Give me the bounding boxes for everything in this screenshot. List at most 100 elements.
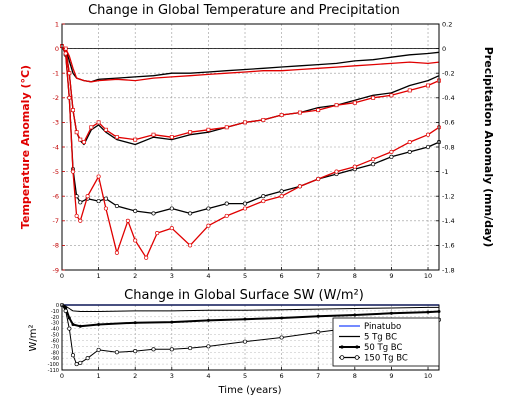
legend-label: Pinatubo xyxy=(364,322,401,332)
sw-150-tg-bc-point xyxy=(242,339,248,344)
sw-150-tg-bc-point xyxy=(63,308,68,313)
temperature-50-tg-bc-point xyxy=(151,132,156,137)
bottom-x-tick-label: 2 xyxy=(133,372,137,380)
temperature-50-tg-bc-point xyxy=(389,93,394,98)
sw-150-tg-bc-point xyxy=(78,360,83,365)
sw-50-tg-bc-point xyxy=(67,316,71,320)
temperature-50-tg-bc-point xyxy=(188,130,193,135)
precipitation-150-tg-bc-point xyxy=(279,189,284,194)
temperature-50-tg-bc-point xyxy=(89,125,94,130)
temperature-tick-label: -6 xyxy=(53,193,59,201)
temperature-150-tg-bc-point xyxy=(188,243,193,248)
temperature-50-tg-bc-point xyxy=(96,120,101,125)
sw-50-tg-bc-point xyxy=(133,321,137,325)
temperature-tick-label: 0 xyxy=(55,45,59,53)
bottom-y-tick-label: -80 xyxy=(51,350,59,356)
legend-label: 5 Tg BC xyxy=(364,333,397,343)
sw-50-tg-bc-point xyxy=(353,313,357,317)
temperature-150-tg-bc-point xyxy=(85,194,90,199)
temperature-150-tg-bc-point xyxy=(125,218,130,223)
precipitation-150-tg-bc-point xyxy=(261,194,266,199)
sw-50-tg-bc-point xyxy=(78,324,82,328)
temperature-tick-label: -1 xyxy=(53,70,59,78)
temperature-50-tg-bc-point xyxy=(71,108,75,113)
temperature-tick-label: -8 xyxy=(53,242,59,250)
temperature-150-tg-bc-point xyxy=(316,176,321,182)
top-x-tick-label: 1 xyxy=(97,272,101,280)
bottom-y-tick-label: -30 xyxy=(51,321,59,327)
temperature-50-tg-bc-point xyxy=(78,137,83,142)
sw-150-tg-bc-point xyxy=(70,353,76,358)
bottom-y-tick-label: -100 xyxy=(48,362,59,368)
sw-150-tg-bc-point xyxy=(74,362,79,367)
top-grid xyxy=(62,24,439,270)
temperature-tick-label: -5 xyxy=(53,168,59,176)
precipitation-tick-label: -0.2 xyxy=(442,70,455,78)
temperature-tick-label: -2 xyxy=(53,94,59,102)
sw-150-tg-bc-point xyxy=(316,330,321,335)
precipitation-150-tg-bc-point xyxy=(224,201,229,206)
top-chart-title: Change in Global Temperature and Precipi… xyxy=(88,3,400,18)
temperature-50-tg-bc-point xyxy=(407,88,412,93)
bottom-x-tick-label: 4 xyxy=(206,372,210,380)
temperature-150-tg-bc-point xyxy=(425,132,431,137)
temperature-50-tg-bc-point xyxy=(316,108,321,113)
legend-marker xyxy=(355,345,359,349)
temperature-150-tg-bc-point xyxy=(74,213,79,218)
temperature-150-tg-bc-point xyxy=(407,140,412,145)
sw-50-tg-bc-line xyxy=(61,304,440,328)
precipitation-tick-label: 0.2 xyxy=(442,20,452,28)
temperature-150-tg-bc-point xyxy=(155,231,160,236)
sw-150-tg-bc-point xyxy=(67,326,72,331)
precipitation-150-tg-bc-point xyxy=(425,144,431,150)
temperature-tick-label: -9 xyxy=(53,266,59,274)
precipitation-axis-label: Precipitation Anomaly (mm/day) xyxy=(482,47,495,248)
precipitation-150-tg-bc-point xyxy=(169,206,174,211)
precipitation-150-tg-bc-point xyxy=(96,199,101,204)
legend-label: 50 Tg BC xyxy=(364,343,402,353)
temperature-50-tg-bc-point xyxy=(243,120,247,125)
temperature-150-tg-bc-point xyxy=(334,169,339,174)
legend-marker xyxy=(340,345,344,349)
precipitation-50-tg-bc-line xyxy=(61,45,440,146)
sw-150-tg-bc-point xyxy=(85,356,90,361)
temperature-150-tg-bc-point xyxy=(242,206,248,211)
sw-50-tg-bc-point xyxy=(389,311,393,315)
bottom-x-tick-label: 9 xyxy=(389,372,393,380)
precipitation-tick-label: -1.8 xyxy=(442,266,455,274)
sw-50-tg-bc-point xyxy=(316,314,320,318)
bottom-y-tick-label: -20 xyxy=(51,315,59,321)
bottom-ticks: 0 1 2 3 4 5 6 7 8 9 100-10-20-30-40-50-60-70-80-90… xyxy=(48,303,433,380)
bottom-x-tick-label: 7 xyxy=(316,372,320,380)
legend-label: 150 Tg BC xyxy=(364,354,408,364)
precipitation-150-tg-bc-point xyxy=(133,208,138,214)
temperature-150-tg-bc-point xyxy=(261,199,266,204)
precipitation-150-tg-bc-point xyxy=(188,211,193,216)
precipitation-tick-label: -1.2 xyxy=(442,193,455,201)
temperature-50-tg-bc-point xyxy=(133,137,138,142)
precipitation-tick-label: 0 xyxy=(442,45,446,53)
temperature-150-tg-bc-point xyxy=(144,255,149,260)
temperature-150-tg-bc-point xyxy=(389,149,394,154)
sw-150-tg-bc-point xyxy=(114,350,119,355)
temperature-50-tg-bc-point xyxy=(371,95,376,100)
temperature-50-tg-bc-point xyxy=(67,71,72,76)
top-series xyxy=(59,44,442,260)
temperature-50-tg-bc-point xyxy=(82,140,86,145)
temperature-50-tg-bc-point xyxy=(334,103,339,108)
precipitation-150-tg-bc-point xyxy=(242,201,248,206)
bottom-x-tick-label: 3 xyxy=(170,372,174,380)
sw-50-tg-bc-point xyxy=(206,318,210,322)
temperature-150-tg-bc-point xyxy=(371,157,376,162)
top-x-tick-label: 6 xyxy=(280,272,284,280)
sw-150-tg-bc-point xyxy=(206,344,211,349)
sw-150-tg-bc-point xyxy=(169,347,174,352)
temperature-150-tg-bc-point xyxy=(279,194,284,199)
bottom-x-tick-label: 5 xyxy=(243,372,247,380)
bottom-y-tick-label: -10 xyxy=(51,309,59,315)
bottom-x-tick-label: 0 xyxy=(60,372,64,380)
temperature-150-tg-bc-point xyxy=(70,169,76,174)
sw-axis-label: W/m² xyxy=(28,324,39,351)
sw-50-tg-bc-point xyxy=(170,320,174,324)
